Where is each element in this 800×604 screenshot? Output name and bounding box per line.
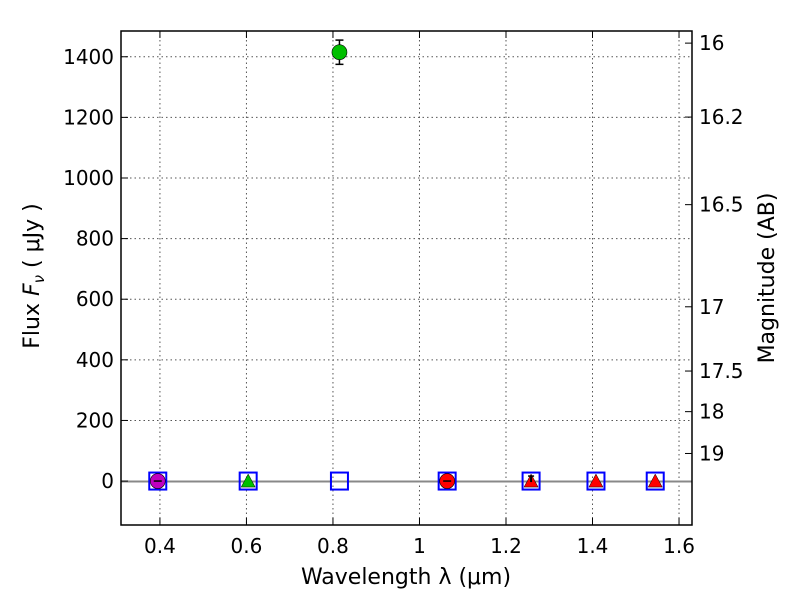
- x-axis-label: Wavelength λ (μm): [301, 565, 511, 590]
- frame-layer: [120, 30, 693, 526]
- square-marker-5: [586, 471, 606, 491]
- y-tick-label-6: 1200: [63, 105, 114, 129]
- ticks-layer: 0.4 0.6 0.8 1 1.2 1.4 1.6 0 200 400 600 800 1000 1200…: [63, 31, 744, 558]
- y-tick-label-5: 1000: [63, 166, 114, 190]
- x-tick-label-1: 0.6: [231, 534, 263, 558]
- x-tick-label-0: 0.4: [144, 534, 176, 558]
- plot-frame: [120, 30, 693, 526]
- x-tick-label-4: 1.2: [490, 534, 522, 558]
- square-marker-0: [148, 471, 168, 491]
- mag-tick-label-6: 19: [699, 441, 724, 465]
- triangle-marker-3: [647, 473, 663, 488]
- y-tick-label-1: 200: [76, 408, 114, 432]
- mag-tick-label-0: 16: [699, 31, 724, 55]
- square-marker-2: [329, 471, 349, 491]
- y-tick-label-4: 800: [76, 227, 114, 251]
- square-marker-4: [521, 471, 541, 491]
- square-marker-6: [645, 471, 665, 491]
- y-tick-label-2: 400: [76, 348, 114, 372]
- x-tick-label-6: 1.6: [663, 534, 695, 558]
- y-tick-label-3: 600: [76, 287, 114, 311]
- square-marker-1: [238, 471, 258, 491]
- data-layer: [148, 39, 665, 491]
- y-axis-label: Flux Fν ( μJy ): [20, 203, 48, 348]
- y-axis-label-prefix: Flux: [20, 296, 45, 349]
- mag-tick-label-4: 17.5: [699, 359, 744, 383]
- y2-axis-label: Magnitude (AB): [755, 193, 780, 364]
- x-tick-label-3: 1: [413, 534, 426, 558]
- mag-tick-label-5: 18: [699, 400, 724, 424]
- triangle-marker-2: [588, 473, 604, 488]
- grid-layer: [121, 31, 692, 525]
- x-tick-label-5: 1.4: [577, 534, 609, 558]
- y-axis-label-suffix: ( μJy ): [20, 203, 45, 275]
- square-marker-3: [437, 471, 457, 491]
- triangle-marker-0: [240, 473, 256, 488]
- y-axis-label-var: F: [20, 283, 45, 296]
- circle-marker-1: [331, 44, 348, 61]
- x-tick-label-2: 0.8: [317, 534, 349, 558]
- mag-tick-label-2: 16.5: [699, 193, 744, 217]
- mag-tick-label-1: 16.2: [699, 105, 744, 129]
- y-axis-label-sub: ν: [30, 275, 48, 283]
- y-tick-label-0: 0: [101, 469, 114, 493]
- mag-tick-label-3: 17: [699, 295, 724, 319]
- y-tick-label-7: 1400: [63, 45, 114, 69]
